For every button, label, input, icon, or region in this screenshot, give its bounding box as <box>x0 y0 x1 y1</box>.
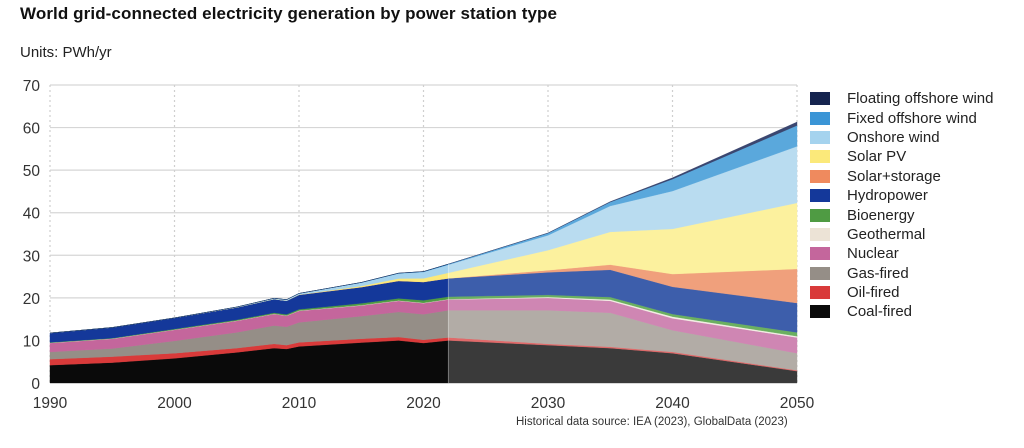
legend-item-solar-pv: Solar PV <box>810 147 993 166</box>
legend-label: Bioenergy <box>847 206 915 224</box>
legend-swatch <box>810 150 830 164</box>
legend-swatch <box>810 247 830 261</box>
source-note: Historical data source: IEA (2023), Glob… <box>516 416 788 428</box>
legend-label: Solar+storage <box>847 167 941 185</box>
y-tick-label: 20 <box>23 291 41 308</box>
y-tick-label: 0 <box>31 376 40 393</box>
legend-label: Gas-fired <box>847 264 909 282</box>
x-tick-label: 2050 <box>780 395 815 412</box>
legend-label: Oil-fired <box>847 284 900 302</box>
legend-swatch <box>810 305 830 319</box>
legend-item-gas-fired: Gas-fired <box>810 264 993 283</box>
legend-swatch <box>810 111 830 125</box>
area-floating-offshore-wind-forecast <box>448 121 798 265</box>
legend-label: Hydropower <box>847 187 928 205</box>
legend-label: Floating offshore wind <box>847 90 994 108</box>
legend-item-solar-storage: Solar+storage <box>810 167 993 186</box>
legend-swatch <box>810 266 830 280</box>
x-tick-label: 2020 <box>406 395 441 412</box>
legend-label: Solar PV <box>847 148 907 166</box>
legend-swatch <box>810 189 830 203</box>
y-tick-label: 40 <box>23 206 41 223</box>
legend-item-nuclear: Nuclear <box>810 244 993 263</box>
legend-swatch <box>810 208 830 222</box>
x-tick-label: 2000 <box>157 395 192 412</box>
legend-item-hydropower: Hydropower <box>810 186 993 205</box>
legend-swatch <box>810 92 830 106</box>
legend-item-coal-fired: Coal-fired <box>810 302 993 321</box>
y-tick-label: 10 <box>23 333 41 350</box>
chart-title: World grid-connected electricity generat… <box>20 4 558 23</box>
legend-label: Geothermal <box>847 225 926 243</box>
legend-swatch <box>810 169 830 183</box>
legend: Floating offshore wind Fixed offshore win… <box>810 89 993 322</box>
legend-item-bioenergy: Bioenergy <box>810 205 993 224</box>
legend-swatch <box>810 227 830 241</box>
legend-label: Nuclear <box>847 245 899 263</box>
legend-item-floating-offshore-wind: Floating offshore wind <box>810 89 993 108</box>
y-tick-label: 50 <box>23 163 41 180</box>
legend-swatch <box>810 286 830 300</box>
units-label: Units: PWh/yr <box>20 44 112 61</box>
legend-label: Fixed offshore wind <box>847 109 977 127</box>
x-tick-label: 2030 <box>531 395 566 412</box>
y-tick-label: 60 <box>23 121 41 138</box>
legend-swatch <box>810 130 830 144</box>
legend-item-fixed-offshore-wind: Fixed offshore wind <box>810 108 993 127</box>
legend-item-geothermal: Geothermal <box>810 225 993 244</box>
y-tick-label: 70 <box>23 78 41 95</box>
y-tick-label: 30 <box>23 248 41 265</box>
legend-item-onshore-wind: Onshore wind <box>810 128 993 147</box>
legend-item-oil-fired: Oil-fired <box>810 283 993 302</box>
legend-label: Onshore wind <box>847 128 940 146</box>
legend-label: Coal-fired <box>847 303 913 321</box>
x-tick-label: 1990 <box>33 395 68 412</box>
x-tick-label: 2040 <box>655 395 690 412</box>
x-tick-label: 2010 <box>282 395 317 412</box>
